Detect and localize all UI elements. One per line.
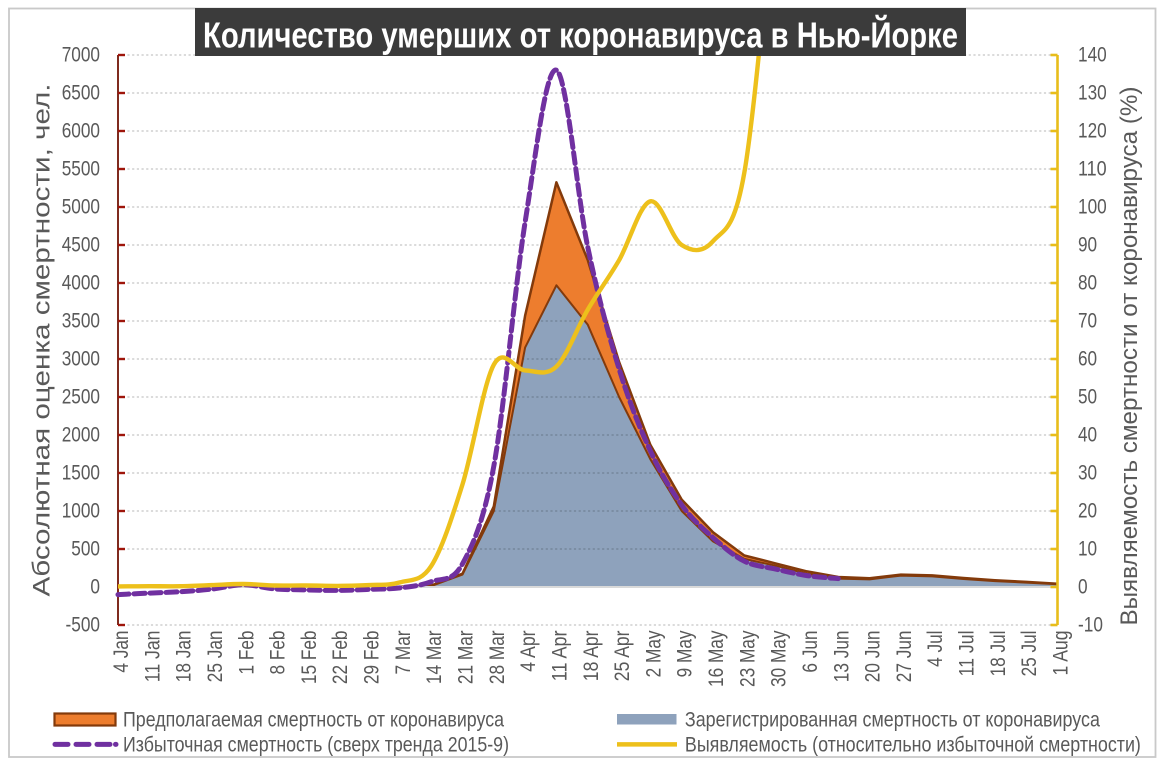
- svg-text:Выявляемость (относительно изб: Выявляемость (относительно избыточной см…: [685, 734, 1141, 757]
- svg-text:6500: 6500: [62, 81, 100, 104]
- svg-text:18 Jan: 18 Jan: [173, 631, 196, 683]
- svg-text:3500: 3500: [62, 309, 100, 332]
- svg-text:40: 40: [1078, 423, 1097, 446]
- svg-text:16 May: 16 May: [705, 630, 728, 687]
- svg-text:Выявляемость смертности от кор: Выявляемость смертности от коронавируса …: [1116, 87, 1143, 626]
- svg-text:13 Jun: 13 Jun: [830, 631, 853, 683]
- svg-text:25 Apr: 25 Apr: [611, 630, 634, 681]
- svg-text:3000: 3000: [62, 347, 100, 370]
- svg-text:1 Aug: 1 Aug: [1050, 631, 1073, 676]
- svg-text:27 Jun: 27 Jun: [893, 631, 916, 683]
- svg-text:2 May: 2 May: [642, 630, 665, 677]
- svg-text:11 Jul: 11 Jul: [956, 631, 979, 677]
- svg-text:1000: 1000: [62, 499, 100, 522]
- svg-text:Предполагаемая смертность от к: Предполагаемая смертность от коронавирус…: [123, 709, 504, 732]
- svg-text:Абсолютная оценка смертности,: Абсолютная оценка смертности, чел.: [29, 84, 56, 597]
- svg-text:90: 90: [1078, 233, 1097, 256]
- svg-text:120: 120: [1078, 119, 1107, 142]
- svg-text:29 Feb: 29 Feb: [361, 631, 384, 685]
- svg-text:18 Jul: 18 Jul: [987, 631, 1010, 677]
- svg-text:50: 50: [1078, 385, 1097, 408]
- svg-text:2000: 2000: [62, 423, 100, 446]
- svg-text:2500: 2500: [62, 385, 100, 408]
- svg-text:4500: 4500: [62, 233, 100, 256]
- svg-text:80: 80: [1078, 271, 1097, 294]
- svg-text:14 Mar: 14 Mar: [423, 630, 446, 684]
- svg-text:6 Jun: 6 Jun: [799, 631, 822, 673]
- svg-text:11 Jan: 11 Jan: [141, 631, 164, 683]
- svg-text:23 May: 23 May: [736, 630, 759, 687]
- svg-text:25 Jul: 25 Jul: [1018, 631, 1041, 677]
- svg-text:5000: 5000: [62, 195, 100, 218]
- svg-text:Количество умерших от коронави: Количество умерших от коронавируса в Нью…: [203, 14, 958, 56]
- svg-text:Избыточная смертность (сверх т: Избыточная смертность (сверх тренда 2015…: [123, 734, 509, 757]
- svg-text:1 Feb: 1 Feb: [235, 631, 258, 675]
- svg-text:22 Feb: 22 Feb: [329, 631, 352, 685]
- svg-text:70: 70: [1078, 309, 1097, 332]
- svg-text:500: 500: [71, 537, 100, 560]
- svg-text:60: 60: [1078, 347, 1097, 370]
- svg-text:4 Jan: 4 Jan: [110, 631, 133, 673]
- svg-text:21 Mar: 21 Mar: [455, 630, 478, 684]
- svg-text:20: 20: [1078, 499, 1097, 522]
- svg-text:30: 30: [1078, 461, 1097, 484]
- svg-text:5500: 5500: [62, 157, 100, 180]
- svg-text:9 May: 9 May: [674, 630, 697, 677]
- svg-text:Зарегистрированная смертность: Зарегистрированная смертность от коронав…: [685, 709, 1100, 732]
- svg-text:11 Apr: 11 Apr: [548, 630, 571, 681]
- svg-text:140: 140: [1078, 43, 1107, 66]
- svg-text:4000: 4000: [62, 271, 100, 294]
- svg-text:0: 0: [1078, 575, 1088, 598]
- svg-text:6000: 6000: [62, 119, 100, 142]
- svg-text:8 Feb: 8 Feb: [267, 631, 290, 675]
- svg-text:10: 10: [1078, 537, 1097, 560]
- svg-text:110: 110: [1078, 157, 1107, 180]
- svg-text:20 Jun: 20 Jun: [862, 631, 885, 683]
- svg-text:15 Feb: 15 Feb: [298, 631, 321, 685]
- svg-text:7000: 7000: [62, 43, 100, 66]
- svg-text:25 Jan: 25 Jan: [204, 631, 227, 683]
- svg-text:7 Mar: 7 Mar: [392, 631, 415, 675]
- svg-text:4 Apr: 4 Apr: [517, 631, 540, 672]
- svg-text:130: 130: [1078, 81, 1107, 104]
- svg-text:28 Mar: 28 Mar: [486, 630, 509, 684]
- svg-text:18 Apr: 18 Apr: [580, 630, 603, 681]
- svg-text:30 May: 30 May: [768, 630, 791, 687]
- svg-text:4 Jul: 4 Jul: [924, 631, 947, 667]
- svg-text:1500: 1500: [62, 461, 100, 484]
- svg-text:0: 0: [90, 575, 100, 598]
- svg-text:-500: -500: [66, 613, 101, 636]
- svg-text:100: 100: [1078, 195, 1107, 218]
- svg-text:-10: -10: [1078, 613, 1103, 636]
